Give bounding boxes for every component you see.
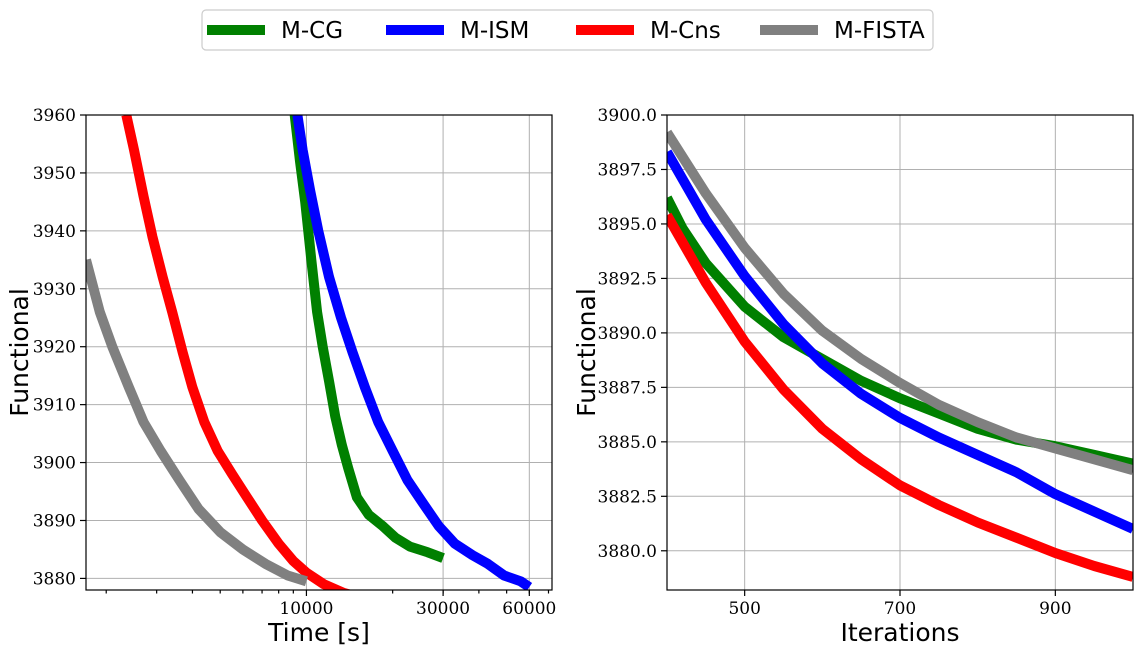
y-axis-label: Functional: [572, 288, 601, 417]
series-group: [86, 115, 533, 590]
legend-entry-m-cg: M-CG: [207, 18, 343, 44]
legend-entry-m-cns: M-Cns: [576, 18, 721, 44]
x-tick-label: 900: [1039, 599, 1071, 619]
legend-entry-m-ism: M-ISM: [386, 18, 529, 44]
series-line-m-cns: [121, 115, 353, 590]
y-tick-label: 3885.0: [598, 433, 657, 453]
x-tick-label: 60000: [502, 599, 556, 619]
y-tick-label: 3887.5: [598, 378, 657, 398]
x-axis-label: Iterations: [840, 618, 959, 647]
plot-frame: [85, 114, 553, 591]
series-group: [667, 129, 1133, 582]
y-tick-label: 3882.5: [598, 487, 657, 507]
legend-box: [201, 9, 934, 51]
y-tick-label: 3950: [33, 164, 76, 184]
y-tick-label: 3920: [33, 338, 76, 358]
y-tick-label: 3960: [33, 106, 76, 126]
time-chart: 10000 30000 60000 3880 3890 3900 3910 3920 3930 3…: [5, 106, 556, 647]
y-tick-label: 3940: [33, 222, 76, 242]
legend-label: M-ISM: [460, 18, 529, 44]
legend-entry-m-fista: M-FISTA: [760, 18, 925, 44]
x-axis-label: Time [s]: [267, 618, 370, 647]
y-tick-label: 3910: [33, 396, 76, 416]
legend: M-CG M-ISM M-Cns M-FISTA: [201, 9, 934, 51]
grid: [667, 114, 1133, 590]
y-tick-label: 3900.0: [598, 106, 657, 126]
series-line-m-ism: [667, 149, 1133, 534]
y-tick-label: 3890: [33, 511, 76, 531]
y-tick-label: 3895.0: [598, 215, 657, 235]
y-tick-label: 3930: [33, 280, 76, 300]
series-line-m-fista: [86, 258, 308, 587]
series-line-m-cg: [289, 115, 445, 563]
y-tick-label: 3900: [33, 454, 76, 474]
x-tick-label: 30000: [416, 599, 470, 619]
y-tick-label: 3880: [33, 569, 76, 589]
y-axis-label: Functional: [5, 288, 34, 417]
legend-label: M-CG: [281, 18, 343, 44]
legend-label: M-Cns: [650, 18, 721, 44]
y-tick-label: 3897.5: [598, 160, 657, 180]
y-tick-label: 3880.0: [598, 542, 657, 562]
x-tick-label: 10000: [279, 599, 333, 619]
series-line-m-fista: [667, 129, 1133, 476]
x-tick-label: 700: [884, 599, 916, 619]
y-tick-label: 3892.5: [598, 269, 657, 289]
legend-label: M-FISTA: [834, 18, 925, 44]
series-line-m-ism: [292, 115, 533, 590]
iterations-chart: 500 700 900 3880.0 3882.5 3885.0 3887.5 3890.0 3…: [572, 106, 1134, 647]
y-tick-label: 3890.0: [598, 324, 657, 344]
x-tick-label: 500: [728, 599, 760, 619]
series-line-m-cns: [667, 212, 1133, 582]
